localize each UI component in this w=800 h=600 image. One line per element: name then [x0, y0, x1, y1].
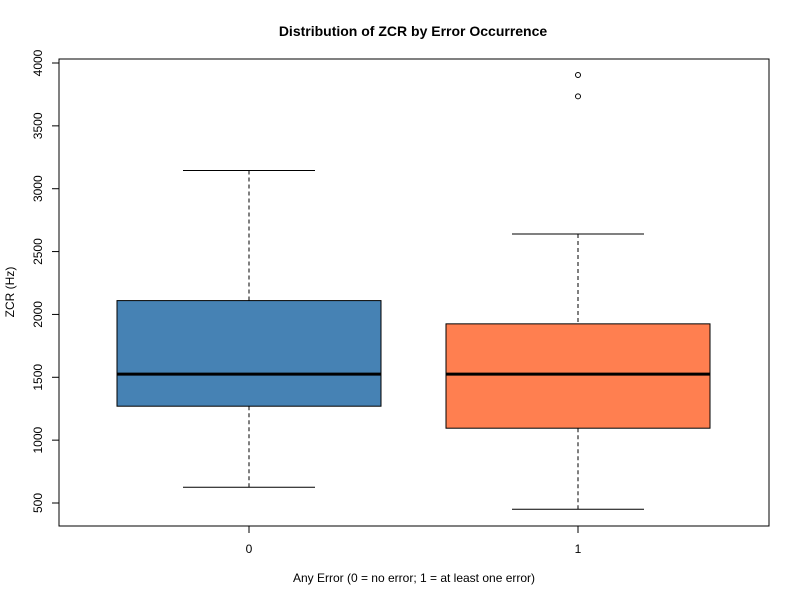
box-group-1 — [445, 71, 711, 510]
y-tick-label: 1000 — [31, 426, 45, 453]
y-axis: 500 1000 1500 2000 2500 3000 3500 4000 — [31, 49, 60, 513]
chart-title: Distribution of ZCR by Error Occurrence — [279, 23, 548, 39]
x-axis-label: Any Error (0 = no error; 1 = at least on… — [293, 571, 535, 585]
plot-frame — [58, 58, 770, 527]
y-tick-label: 500 — [31, 493, 45, 513]
x-tick-label: 1 — [575, 542, 582, 556]
outlier-point — [575, 71, 581, 78]
iqr-box — [445, 323, 711, 429]
y-tick-label: 3000 — [31, 175, 45, 202]
y-tick-label: 3500 — [31, 112, 45, 139]
box-groups — [116, 71, 711, 510]
y-axis-label: ZCR (Hz) — [3, 267, 17, 318]
y-tick-label: 2000 — [31, 301, 45, 328]
outlier-point — [575, 93, 581, 100]
y-tick-label: 4000 — [31, 49, 45, 76]
box-group-0 — [116, 169, 382, 488]
iqr-box — [116, 300, 382, 407]
y-tick-label: 1500 — [31, 364, 45, 391]
x-tick-label: 0 — [246, 542, 253, 556]
y-tick-label: 2500 — [31, 238, 45, 265]
